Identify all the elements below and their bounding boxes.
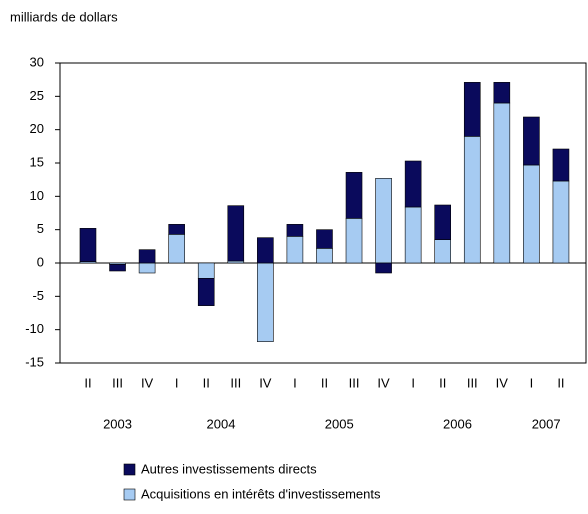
bar-segment — [463, 136, 481, 264]
year-label: 2004 — [207, 416, 236, 431]
x-tick-label: II — [203, 375, 210, 390]
bar-segment — [109, 264, 126, 272]
y-tick-label: 25 — [30, 88, 44, 103]
legend-swatch — [123, 488, 136, 501]
bar-segment — [345, 218, 363, 264]
bar-segment — [463, 82, 481, 137]
plot-frame — [59, 62, 587, 364]
y-tick-label: -15 — [25, 354, 44, 369]
bar-segment — [434, 204, 452, 240]
x-tick-label: III — [112, 375, 123, 390]
x-tick-label: IV — [259, 375, 272, 390]
y-tick-label: 5 — [37, 221, 44, 236]
x-tick-label: II — [321, 375, 328, 390]
x-tick-label: I — [293, 375, 297, 390]
legend-label: Autres investissements directs — [141, 461, 317, 476]
bar-segment — [168, 224, 185, 235]
x-tick-label: IV — [141, 375, 154, 390]
y-tick-label: 30 — [30, 54, 44, 69]
bar-segment — [227, 205, 245, 262]
x-tick-label: III — [230, 375, 241, 390]
x-tick-label: III — [349, 375, 360, 390]
bar-segment — [345, 172, 363, 219]
bar-segment — [552, 148, 570, 182]
bar-segment — [168, 234, 185, 264]
year-label: 2007 — [532, 416, 561, 431]
x-tick-label: III — [467, 375, 478, 390]
bar-segment — [523, 164, 540, 264]
year-label: 2003 — [103, 416, 132, 431]
bar-segment — [316, 229, 333, 249]
bar-segment — [79, 228, 97, 262]
x-tick-label: I — [411, 375, 415, 390]
bar-segment — [493, 102, 511, 264]
x-tick-label: II — [84, 375, 91, 390]
bar-segment — [404, 160, 422, 208]
legend-swatch — [123, 463, 136, 476]
bar-segment — [257, 237, 274, 264]
y-axis-label: milliards de dollars — [10, 9, 118, 24]
bar-segment — [197, 262, 215, 279]
year-label: 2005 — [325, 416, 354, 431]
year-label: 2006 — [443, 416, 472, 431]
y-tick-label: 20 — [30, 121, 44, 136]
legend-label: Acquisitions en intérêts d'investissemen… — [141, 486, 381, 501]
bar-segment — [197, 278, 215, 306]
x-tick-label: II — [557, 375, 564, 390]
bar-segment — [434, 239, 452, 264]
x-tick-label: IV — [377, 375, 390, 390]
bar-segment — [404, 206, 422, 264]
x-tick-label: I — [530, 375, 534, 390]
y-tick-label: 0 — [37, 254, 44, 269]
bar-segment — [493, 82, 511, 104]
y-tick-label: -10 — [25, 321, 44, 336]
bar-segment — [286, 236, 304, 264]
bar-segment — [257, 262, 274, 342]
bar-segment — [138, 262, 156, 274]
bar-segment — [523, 116, 540, 166]
x-tick-label: II — [439, 375, 446, 390]
bar-segment — [316, 248, 333, 264]
y-tick-label: 15 — [30, 154, 44, 169]
y-tick-label: -5 — [32, 288, 44, 303]
y-tick-label: 10 — [30, 188, 44, 203]
x-tick-label: I — [175, 375, 179, 390]
bar-segment — [138, 249, 156, 264]
x-tick-label: IV — [496, 375, 509, 390]
bar-segment — [552, 180, 570, 264]
bar-segment — [286, 224, 304, 237]
bar-segment — [375, 178, 392, 264]
bar-segment — [375, 262, 392, 274]
